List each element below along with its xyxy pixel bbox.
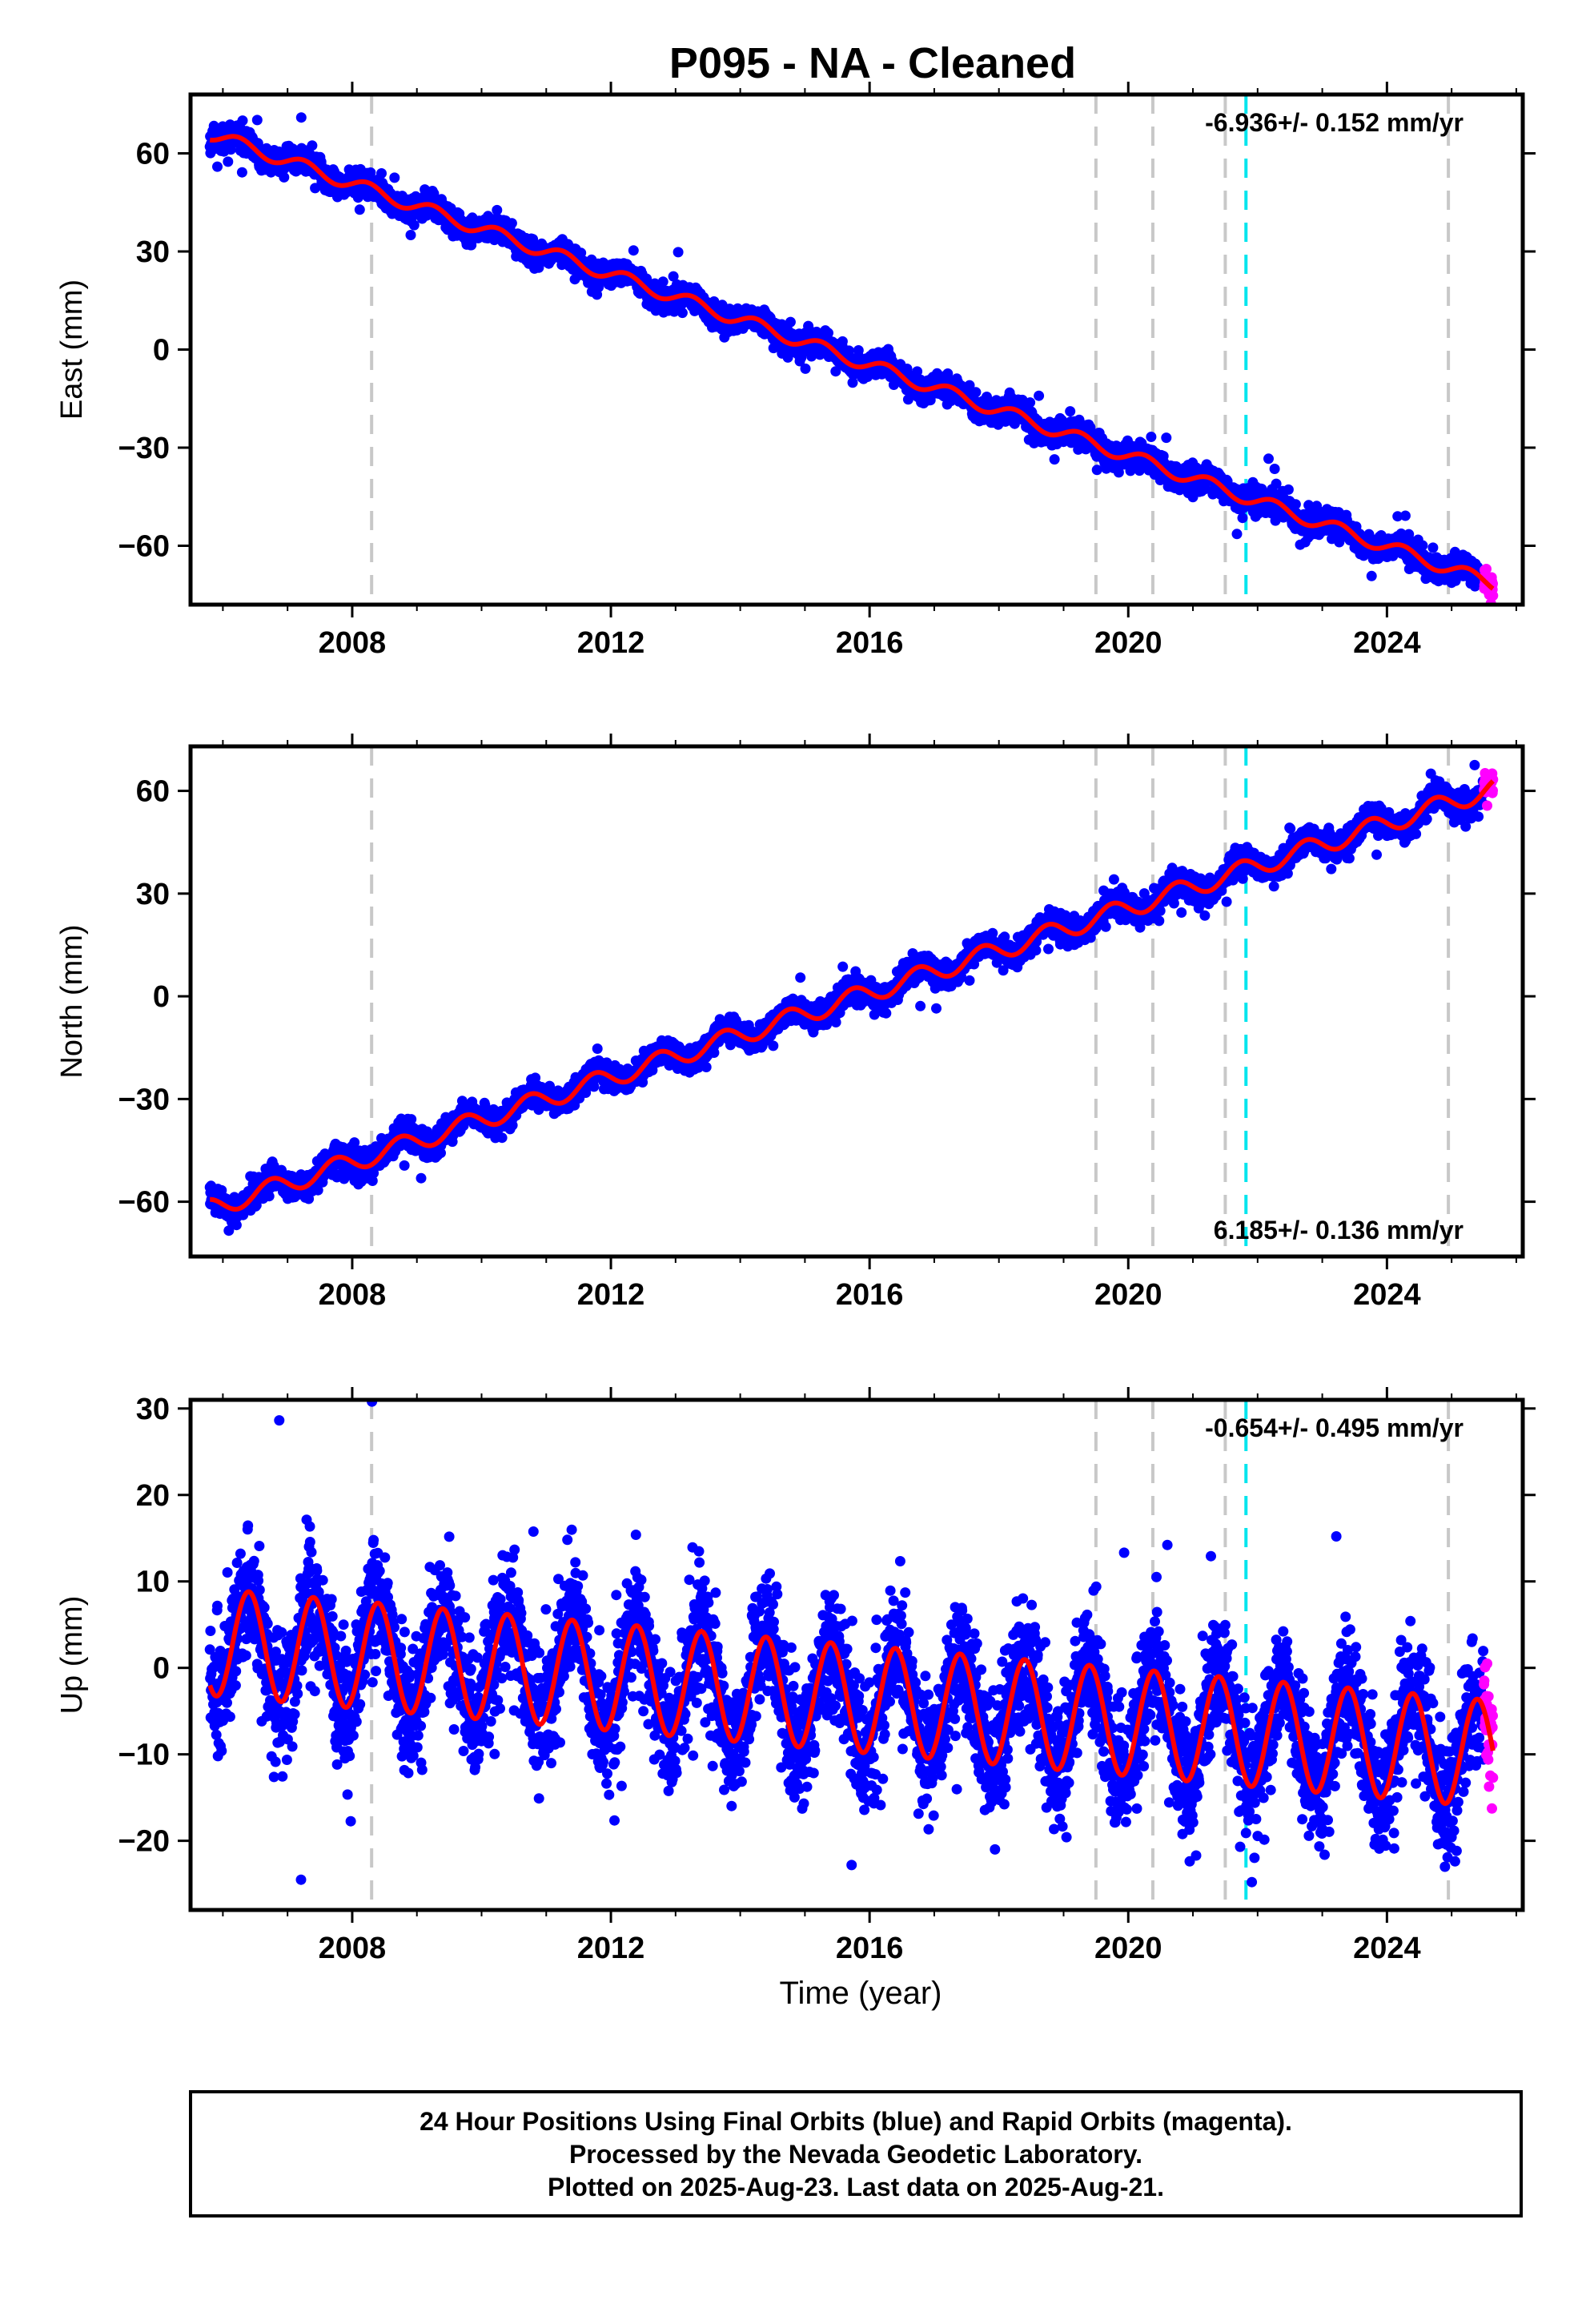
north-data-points bbox=[204, 759, 1499, 1236]
final-point bbox=[1427, 542, 1439, 553]
final-point bbox=[1263, 453, 1274, 464]
final-point bbox=[1417, 540, 1428, 551]
east-panel: 2008 2012 2016 2020 2024 60 30 0 −30 −60 East (mm)… bbox=[55, 82, 1536, 660]
x-tick-label: 2008 bbox=[319, 626, 387, 660]
final-point bbox=[365, 167, 376, 178]
final-point bbox=[1237, 513, 1248, 524]
final-point bbox=[673, 247, 684, 258]
final-point bbox=[506, 218, 517, 229]
x-tick-label: 2012 bbox=[577, 626, 645, 660]
final-point bbox=[237, 115, 248, 127]
final-point bbox=[1283, 484, 1294, 495]
y-tick-label: −30 bbox=[118, 432, 170, 465]
final-point bbox=[405, 230, 416, 240]
east-data-points bbox=[204, 112, 1499, 605]
final-point bbox=[212, 161, 223, 172]
x-tick-label: 2024 bbox=[1353, 626, 1421, 660]
final-point bbox=[408, 219, 420, 231]
final-point bbox=[295, 112, 307, 123]
final-point bbox=[1231, 529, 1243, 540]
y-tick-label: −60 bbox=[118, 530, 170, 564]
x-tick-label: 2020 bbox=[1094, 626, 1162, 660]
final-point bbox=[785, 316, 796, 328]
final-point bbox=[657, 276, 669, 287]
final-point bbox=[1161, 432, 1172, 444]
final-point bbox=[492, 204, 503, 215]
final-point bbox=[236, 167, 247, 178]
final-point bbox=[376, 168, 387, 179]
final-point bbox=[1146, 432, 1157, 442]
final-point bbox=[279, 171, 290, 183]
final-point bbox=[354, 204, 365, 215]
final-point bbox=[837, 336, 848, 347]
x-tick-label: 2016 bbox=[836, 626, 904, 660]
final-point bbox=[800, 363, 811, 374]
east-y-axis-label: East (mm) bbox=[55, 279, 89, 420]
final-point bbox=[1065, 406, 1076, 417]
chart-title: P095 - NA - Cleaned bbox=[669, 39, 1076, 87]
final-point bbox=[1269, 464, 1280, 474]
final-point bbox=[1366, 570, 1377, 581]
final-point bbox=[1049, 454, 1060, 465]
final-point bbox=[628, 245, 639, 256]
final-point bbox=[307, 140, 318, 151]
east-rate-label: -6.936+/- 0.152 mm/yr bbox=[1205, 108, 1464, 137]
final-point bbox=[1399, 510, 1411, 521]
final-point bbox=[1034, 390, 1045, 401]
final-point bbox=[251, 115, 263, 126]
final-point bbox=[970, 387, 982, 398]
final-point bbox=[223, 156, 234, 167]
final-point bbox=[1025, 397, 1036, 408]
final-point bbox=[389, 172, 400, 183]
final-point bbox=[823, 328, 833, 339]
y-tick-label: 60 bbox=[136, 138, 170, 171]
y-tick-label: 0 bbox=[153, 334, 170, 368]
final-point bbox=[593, 282, 604, 293]
final-point bbox=[677, 308, 688, 319]
rapid-point bbox=[1488, 590, 1499, 601]
y-tick-label: 30 bbox=[136, 235, 170, 269]
